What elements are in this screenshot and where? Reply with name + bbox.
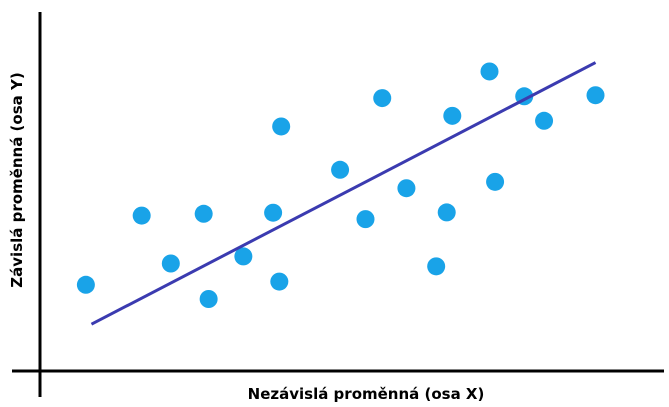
data-point-10	[331, 161, 349, 179]
data-point-14	[427, 257, 445, 275]
data-point-2	[133, 207, 151, 225]
data-point-16	[443, 107, 461, 125]
data-point-17	[481, 62, 499, 80]
trend-line	[91, 63, 595, 325]
data-point-18	[486, 173, 504, 191]
data-point-13	[397, 179, 415, 197]
data-point-1	[77, 276, 95, 294]
data-point-21	[587, 86, 605, 104]
data-point-4	[195, 205, 213, 223]
data-point-3	[162, 255, 180, 273]
data-point-20	[535, 112, 553, 130]
data-point-12	[373, 89, 391, 107]
data-point-15	[438, 203, 456, 221]
plot-marks	[77, 62, 605, 324]
data-point-5	[200, 290, 218, 308]
x-axis-label: Nezávislá proměnná (osa X)	[248, 385, 485, 403]
data-point-8	[270, 273, 288, 291]
data-point-9	[272, 117, 290, 135]
y-axis-label: Závislá proměnná (osa Y)	[8, 72, 26, 287]
data-point-7	[264, 204, 282, 222]
data-point-11	[357, 210, 375, 228]
